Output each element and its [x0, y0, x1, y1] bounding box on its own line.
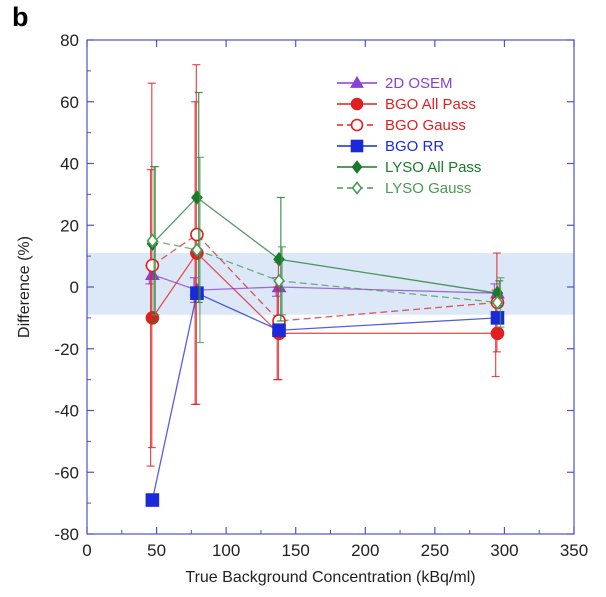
data-point — [351, 160, 363, 174]
data-point — [190, 227, 204, 242]
legend-label: LYSO All Pass — [385, 159, 481, 176]
x-tick-label: 0 — [82, 541, 91, 560]
series-line — [152, 233, 498, 322]
y-tick-label: -80 — [54, 525, 79, 544]
data-point — [350, 97, 364, 111]
y-tick-label: 60 — [60, 93, 79, 112]
x-tick-label: 350 — [560, 541, 588, 560]
y-tick-label: 0 — [70, 278, 79, 297]
data-point — [273, 273, 285, 289]
x-tick-label: 200 — [351, 541, 379, 560]
x-tick-label: 100 — [212, 541, 240, 560]
data-point — [350, 139, 364, 153]
y-tick-label: 80 — [60, 31, 79, 50]
series-line — [151, 292, 498, 501]
data-point — [272, 323, 286, 338]
y-tick-label: -20 — [54, 340, 79, 359]
x-tick-label: 300 — [490, 541, 518, 560]
series-3 — [145, 286, 505, 507]
y-axis-title: Difference (%) — [16, 236, 33, 338]
data-point — [351, 181, 363, 195]
series-line — [151, 252, 498, 334]
panel-letter: b — [12, 2, 29, 32]
series-line — [151, 196, 498, 294]
data-point — [190, 286, 204, 300]
y-tick-label: 20 — [60, 216, 79, 235]
data-point — [350, 75, 364, 88]
x-axis-title: True Background Concentration (kBq/ml) — [185, 569, 475, 586]
series-line — [152, 240, 498, 304]
data-point — [491, 295, 504, 310]
legend-label: BGO All Pass — [385, 96, 476, 113]
legend-label: LYSO Gauss — [385, 180, 471, 197]
series-5 — [146, 156, 505, 344]
y-tick-label: -40 — [54, 402, 79, 421]
data-point — [350, 118, 364, 132]
data-point — [145, 493, 160, 507]
legend-label: 2D OSEM — [385, 75, 453, 92]
legend-label: BGO RR — [385, 138, 444, 155]
data-point — [146, 233, 159, 248]
x-tick-label: 150 — [282, 541, 310, 560]
data-point — [145, 258, 160, 273]
y-tick-label: 40 — [60, 155, 79, 174]
legend-label: BGO Gauss — [385, 117, 466, 134]
y-tick-label: -60 — [54, 463, 79, 482]
x-tick-label: 50 — [147, 541, 166, 560]
data-point — [490, 311, 505, 325]
series-line — [152, 274, 498, 294]
data-point — [191, 242, 203, 258]
x-tick-label: 250 — [421, 541, 449, 560]
